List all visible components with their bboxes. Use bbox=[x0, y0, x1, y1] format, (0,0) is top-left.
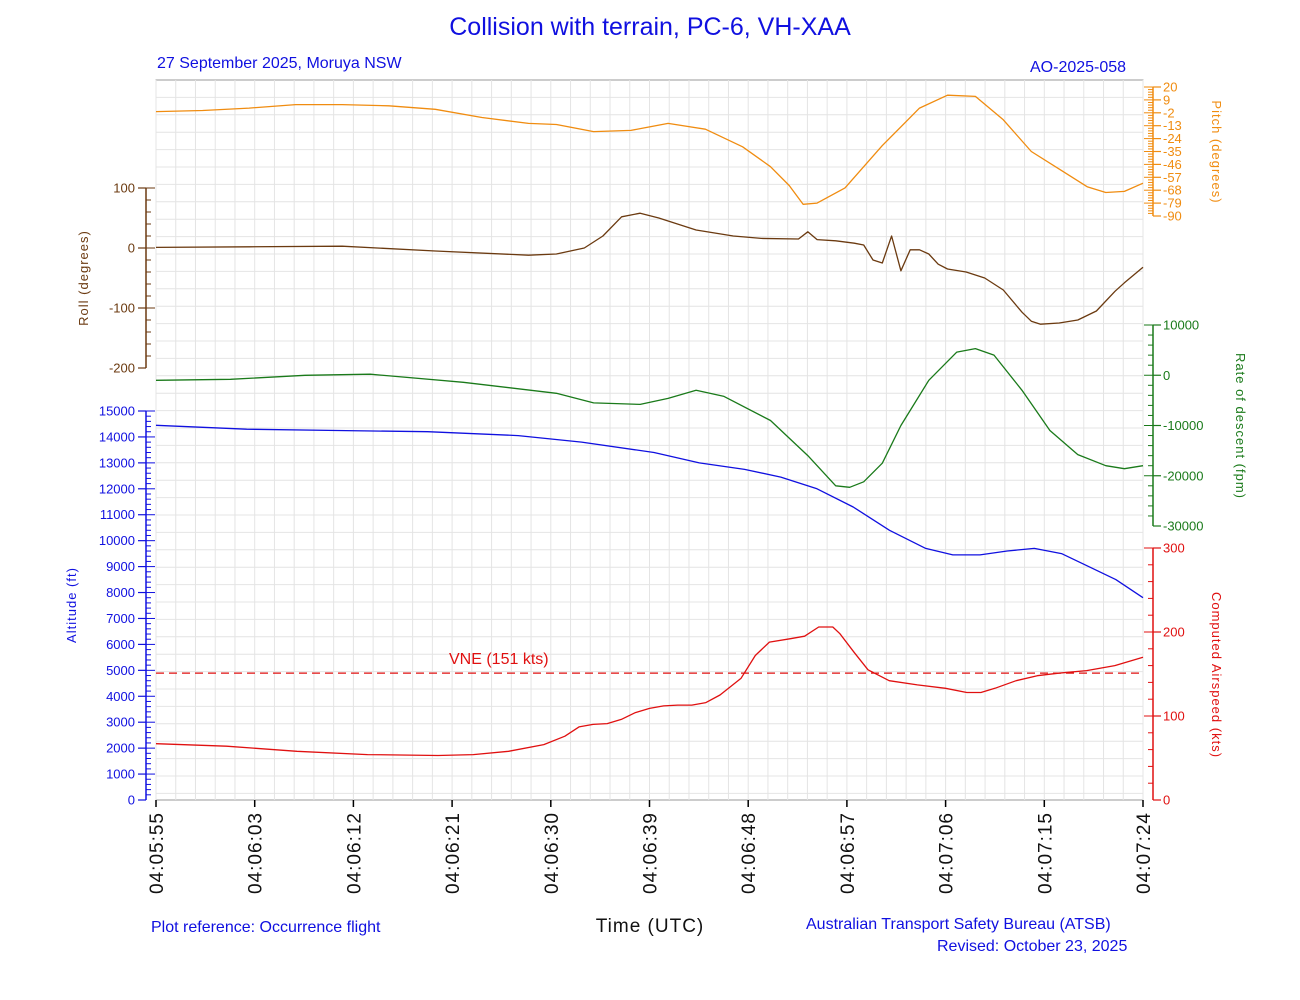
rod-tick-label: 10000 bbox=[1163, 318, 1199, 333]
altitude-tick-label: 9000 bbox=[106, 559, 135, 574]
pitch-series-line bbox=[155, 94, 1144, 205]
altitude-tick-label: 5000 bbox=[106, 663, 135, 678]
pitch-tick-label: -90 bbox=[1163, 209, 1182, 224]
altitude-tick-label: 4000 bbox=[106, 689, 135, 704]
pitch-tick-label: -24 bbox=[1163, 131, 1182, 146]
altitude-tick-label: 14000 bbox=[99, 429, 135, 444]
pitch-tick-label: 20 bbox=[1163, 80, 1177, 95]
rod-tick-label: -20000 bbox=[1163, 468, 1203, 483]
plot-reference: Plot reference: Occurrence flight bbox=[151, 919, 381, 936]
pitch-tick-label: -35 bbox=[1163, 144, 1182, 159]
roll-tick-label: -200 bbox=[109, 361, 135, 376]
rod-axis-label: Rate of descent (fpm) bbox=[1233, 353, 1248, 499]
roll-axis-label: Roll (degrees) bbox=[76, 230, 91, 326]
agency-credit: Australian Transport Safety Bureau (ATSB… bbox=[806, 916, 1111, 933]
axes: 04:05:55 04:06:03 04:06:12 04:06:21 04:06:30… bbox=[64, 80, 1248, 938]
altitude-tick-label: 0 bbox=[128, 793, 135, 808]
x-axis-label: Time (UTC) bbox=[596, 916, 705, 937]
altitude-tick-label: 8000 bbox=[106, 585, 135, 600]
vne-label: VNE (151 kts) bbox=[449, 651, 549, 668]
pitch-tick-label: -13 bbox=[1163, 118, 1182, 133]
pitch-tick-label: -79 bbox=[1163, 196, 1182, 211]
altitude-axis-label: Altitude (ft) bbox=[64, 567, 79, 643]
x-tick-label: 04:07:24 bbox=[1134, 812, 1155, 894]
x-tick-label: 04:06:30 bbox=[542, 812, 563, 894]
pitch-axis-label: Pitch (degrees) bbox=[1209, 100, 1224, 203]
rod-series-line bbox=[155, 347, 1144, 488]
x-tick-label: 04:05:55 bbox=[147, 812, 168, 894]
airspeed-tick-label: 100 bbox=[1163, 709, 1185, 724]
altitude-tick-label: 12000 bbox=[99, 481, 135, 496]
altitude-tick-label: 13000 bbox=[99, 455, 135, 470]
x-tick-label: 04:06:21 bbox=[443, 812, 464, 894]
airspeed-axis-label: Computed Airspeed (kts) bbox=[1209, 592, 1224, 758]
altitude-tick-label: 7000 bbox=[106, 611, 135, 626]
airspeed-tick-label: 200 bbox=[1163, 625, 1185, 640]
roll-tick-label: 0 bbox=[128, 241, 135, 256]
pitch-tick-label: -2 bbox=[1163, 105, 1175, 120]
rod-tick-label: -30000 bbox=[1163, 519, 1203, 534]
roll-tick-label: -100 bbox=[109, 301, 135, 316]
chart-title: Collision with terrain, PC-6, VH-XAA bbox=[449, 13, 851, 41]
altitude-series-line bbox=[155, 424, 1144, 599]
pitch-tick-label: -46 bbox=[1163, 157, 1182, 172]
x-tick-label: 04:06:03 bbox=[246, 812, 267, 894]
altitude-tick-label: 10000 bbox=[99, 533, 135, 548]
pitch-tick-label: -68 bbox=[1163, 183, 1182, 198]
airspeed-series-line bbox=[155, 626, 1144, 757]
rod-tick-label: 0 bbox=[1163, 368, 1170, 383]
altitude-tick-label: 1000 bbox=[106, 767, 135, 782]
airspeed-tick-label: 0 bbox=[1163, 793, 1170, 808]
altitude-tick-label: 11000 bbox=[100, 507, 135, 522]
x-tick-label: 04:07:15 bbox=[1035, 812, 1056, 894]
x-tick-label: 04:06:57 bbox=[838, 812, 859, 894]
x-tick-label: 04:06:39 bbox=[641, 812, 662, 894]
altitude-tick-label: 15000 bbox=[99, 404, 135, 419]
occurrence-number: AO-2025-058 bbox=[1030, 59, 1127, 76]
altitude-tick-label: 2000 bbox=[106, 741, 135, 756]
series-lines: VNE (151 kts) bbox=[155, 94, 1144, 757]
roll-tick-label: 100 bbox=[113, 181, 135, 196]
pitch-tick-label: 9 bbox=[1163, 92, 1170, 107]
altitude-tick-label: 6000 bbox=[106, 637, 135, 652]
x-tick-label: 04:06:12 bbox=[344, 812, 365, 894]
revision-date: Revised: October 23, 2025 bbox=[937, 938, 1128, 955]
x-tick-label: 04:07:06 bbox=[937, 812, 958, 894]
altitude-tick-label: 3000 bbox=[106, 715, 135, 730]
x-tick-label: 04:06:48 bbox=[739, 812, 760, 894]
rod-tick-label: -10000 bbox=[1163, 418, 1203, 433]
roll-series-line bbox=[155, 212, 1144, 325]
airspeed-tick-label: 300 bbox=[1163, 541, 1185, 556]
chart-subtitle: 27 September 2025, Moruya NSW bbox=[157, 55, 402, 72]
pitch-tick-label: -57 bbox=[1163, 170, 1182, 185]
grid-lines bbox=[155, 80, 1144, 800]
